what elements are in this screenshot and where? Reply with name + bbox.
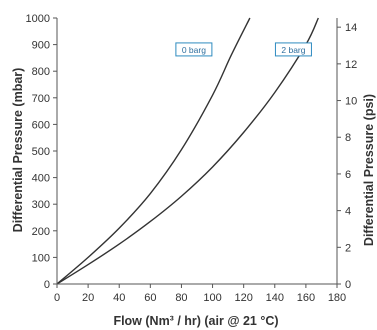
- y2-tick-label: 14: [345, 22, 357, 34]
- y-tick-label: 700: [32, 93, 50, 105]
- x-tick-label: 160: [297, 292, 315, 304]
- series-label-box: [175, 42, 213, 57]
- x-tick-label: 20: [82, 292, 94, 304]
- series-label-box: [274, 42, 312, 57]
- y-axis-title: Differential Pressure (mbar): [11, 68, 25, 233]
- y-tick-label: 500: [32, 146, 50, 158]
- series-line-1: [56, 17, 251, 285]
- y-tick-label: 400: [32, 173, 50, 185]
- y2-tick-label: 6: [345, 169, 351, 181]
- x-tick-label: 180: [328, 292, 346, 304]
- x-tick-label: 0: [54, 292, 60, 304]
- x-tick-label: 60: [144, 292, 156, 304]
- x-tick-label: 80: [175, 292, 187, 304]
- y2-tick-label: 0: [345, 279, 351, 291]
- left-axis-ticks: 0 100 200 300 400 500 600 700 800 900 1000: [26, 13, 57, 291]
- series-label-text: 0 barg: [182, 45, 206, 55]
- y-tick-label: 900: [32, 40, 50, 52]
- x-tick-label: 120: [234, 292, 252, 304]
- y-tick-label: 300: [32, 199, 50, 211]
- series-label-1: 0 barg: [175, 42, 213, 57]
- right-axis-ticks: 0 2 4 6 8 10 12 14: [337, 22, 357, 291]
- series-label-2: 2 barg: [274, 42, 312, 57]
- series-label-text: 2 barg: [281, 45, 305, 55]
- y2-tick-label: 2: [345, 242, 351, 254]
- series-layer: 0 barg 2 barg: [56, 17, 319, 285]
- y-tick-label: 100: [32, 252, 50, 264]
- series-line-2: [56, 17, 319, 285]
- y2-tick-label: 10: [345, 96, 357, 108]
- y-tick-label: 600: [32, 119, 50, 131]
- y2-tick-label: 8: [345, 132, 351, 144]
- y-tick-label: 1000: [26, 13, 50, 25]
- y2-axis-title: Differential Pressure (psi): [362, 94, 376, 246]
- x-axis-ticks: 0 20 40 60 80 100 120 140 160 180: [54, 284, 346, 304]
- y-tick-label: 0: [44, 279, 50, 291]
- y-tick-label: 800: [32, 66, 50, 78]
- x-tick-label: 100: [203, 292, 221, 304]
- x-tick-label: 40: [113, 292, 125, 304]
- y2-tick-label: 12: [345, 59, 357, 71]
- x-tick-label: 140: [266, 292, 284, 304]
- x-axis-title: Flow (Nm³ / hr) (air @ 21 °C): [113, 314, 278, 328]
- y2-tick-label: 4: [345, 206, 351, 218]
- y-tick-label: 200: [32, 226, 50, 238]
